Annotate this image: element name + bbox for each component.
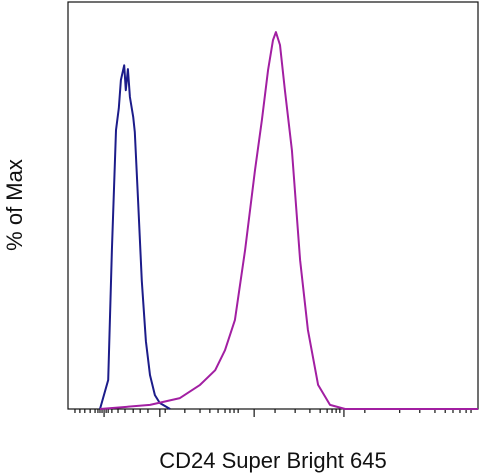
x-axis-label: CD24 Super Bright 645 — [159, 448, 386, 473]
y-axis-label: % of Max — [2, 159, 27, 251]
histogram-curve — [99, 31, 478, 410]
histogram-curve — [99, 64, 171, 410]
plot-frame — [67, 1, 479, 410]
